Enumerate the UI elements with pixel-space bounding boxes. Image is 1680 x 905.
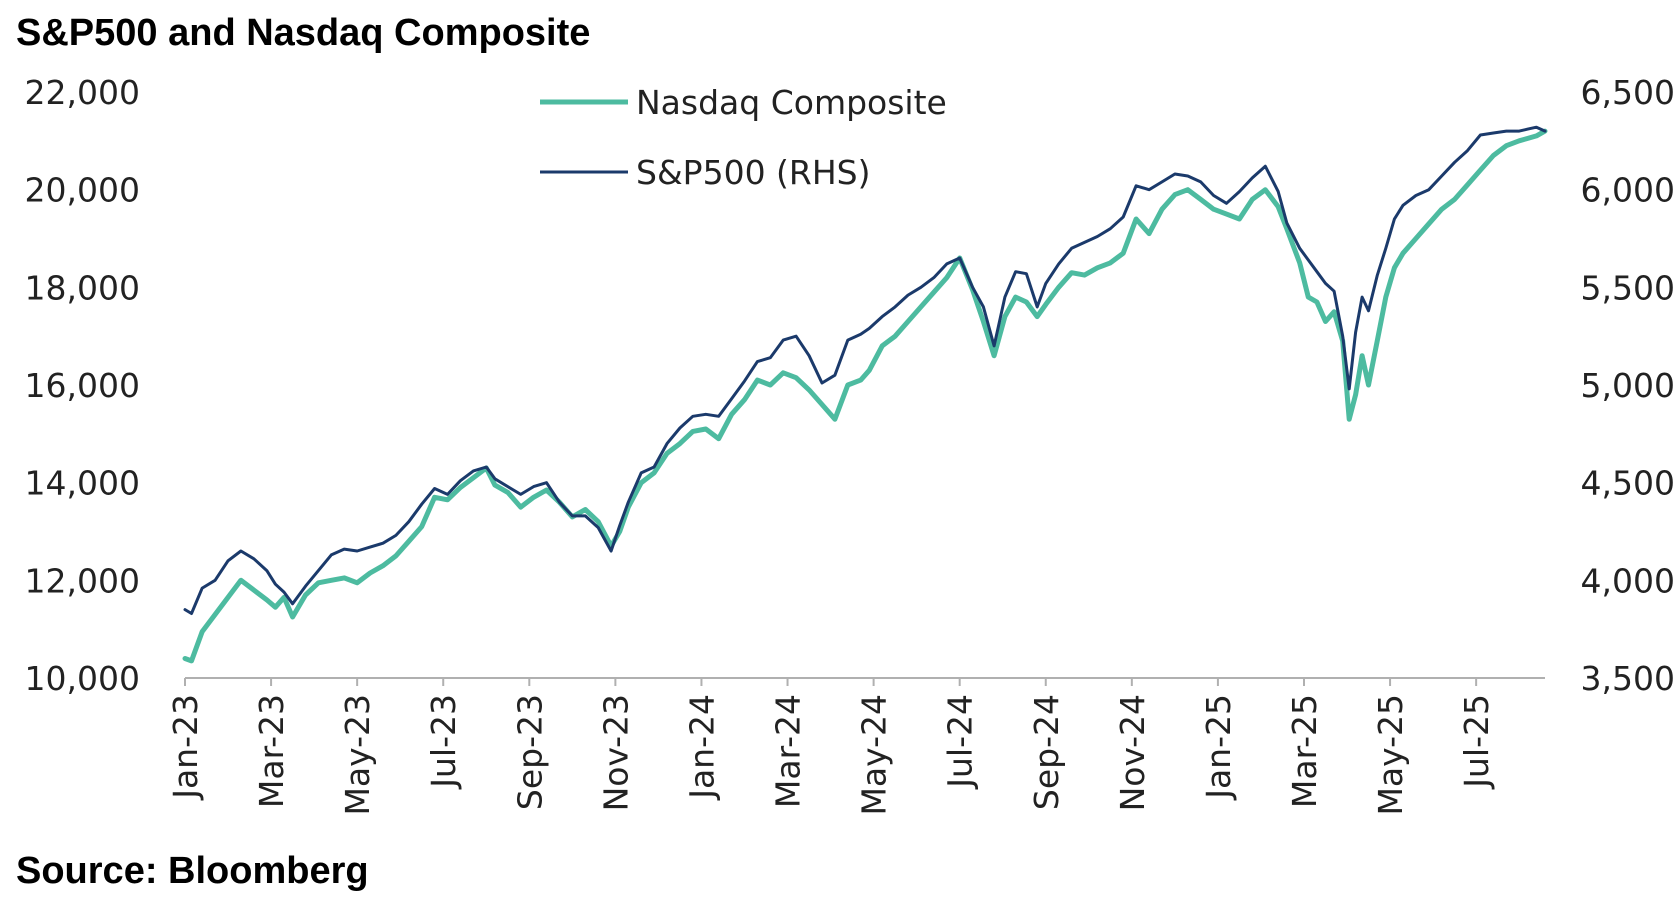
source-note: Source: Bloomberg (16, 850, 369, 892)
x-tick-label: May-25 (1371, 694, 1410, 816)
right-tick-label: 5,000 (1581, 366, 1675, 405)
right-tick-label: 5,500 (1581, 268, 1675, 307)
x-tick-label: Sep-24 (1027, 694, 1066, 810)
nasdaq-line (182, 128, 1548, 664)
x-tick-label: Nov-23 (596, 694, 635, 811)
left-axis-ticks: 10,000 12,000 14,000 16,000 18,000 20,000 22,0… (25, 73, 140, 698)
right-tick-label: 4,500 (1581, 464, 1675, 503)
right-tick-label: 3,500 (1581, 659, 1675, 698)
right-tick-label: 4,000 (1581, 561, 1675, 600)
chart-legend: Nasdaq Composite S&P500 (RHS) (540, 83, 947, 192)
x-tick-label: Jul-25 (1457, 694, 1496, 790)
left-tick-label: 16,000 (25, 366, 140, 405)
chart-title: S&P500 and Nasdaq Composite (16, 12, 591, 54)
right-axis-ticks: 3,500 4,000 4,500 5,000 5,500 6,000 6,500 (1581, 73, 1675, 698)
x-tick-label: Sep-23 (510, 694, 549, 810)
x-tick-label: Jan-24 (682, 694, 721, 801)
left-tick-label: 18,000 (25, 268, 140, 307)
x-tick-label: Mar-25 (1285, 694, 1324, 808)
right-tick-label: 6,000 (1581, 171, 1675, 210)
left-tick-label: 22,000 (25, 73, 140, 112)
x-axis-ticks: Jan-23 Mar-23 May-23 Jul-23 Sep-23 Nov-23 Jan-… (166, 678, 1496, 816)
x-tick-label: Mar-24 (769, 694, 808, 808)
sp500-line (183, 125, 1547, 615)
left-tick-label: 20,000 (25, 171, 140, 210)
x-tick-label: Jan-23 (166, 694, 205, 801)
legend-nasdaq-label: Nasdaq Composite (636, 83, 947, 122)
x-tick-label: Jul-24 (941, 694, 980, 790)
x-tick-label: May-23 (338, 694, 377, 816)
x-tick-label: May-24 (855, 694, 894, 816)
series-layer (182, 125, 1548, 664)
left-tick-label: 12,000 (25, 561, 140, 600)
left-tick-label: 14,000 (25, 464, 140, 503)
left-tick-label: 10,000 (25, 659, 140, 698)
right-tick-label: 6,500 (1581, 73, 1675, 112)
legend-sp500-label: S&P500 (RHS) (636, 153, 871, 192)
x-tick-label: Jul-23 (424, 694, 463, 790)
x-tick-label: Mar-23 (252, 694, 291, 808)
x-tick-label: Nov-24 (1113, 694, 1152, 811)
x-tick-label: Jan-25 (1199, 694, 1238, 801)
